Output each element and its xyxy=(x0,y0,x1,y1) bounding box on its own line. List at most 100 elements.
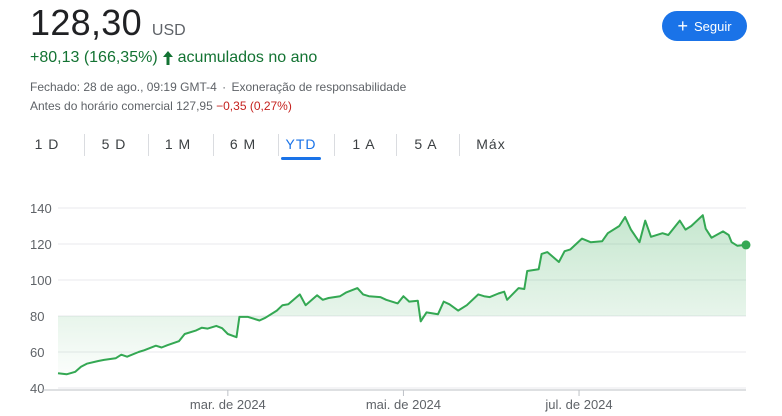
data-point xyxy=(523,288,525,290)
data-point xyxy=(276,310,278,312)
data-point xyxy=(564,250,566,252)
data-point xyxy=(339,295,341,297)
premarket-info: Antes do horário comercial 127,95 −0,35 … xyxy=(30,99,292,113)
data-point xyxy=(558,261,560,263)
y-tick-label: 40 xyxy=(30,381,44,396)
data-point xyxy=(215,325,217,327)
data-point xyxy=(685,229,687,231)
tab-divider xyxy=(148,134,149,156)
data-point xyxy=(287,303,289,305)
follow-button[interactable]: + Seguir xyxy=(662,11,747,41)
data-point xyxy=(722,230,724,232)
data-point xyxy=(120,354,122,356)
disclaimer-link[interactable]: Exoneração de responsabilidade xyxy=(231,80,407,94)
data-point xyxy=(526,270,528,272)
tab-1d[interactable]: 1 D xyxy=(34,136,60,152)
price-chart[interactable]: 40 60 80 100 120 140 mar. de 2024 mai. de 2024 j… xyxy=(0,180,782,416)
data-point xyxy=(201,327,203,329)
data-point xyxy=(448,303,450,305)
currency-label: USD xyxy=(151,22,186,39)
data-point xyxy=(667,234,669,236)
premarket-price: 127,95 xyxy=(176,99,213,113)
data-point xyxy=(238,316,240,318)
data-point xyxy=(728,234,730,236)
data-point xyxy=(425,311,427,313)
data-point xyxy=(638,241,640,243)
data-point xyxy=(178,340,180,342)
data-point xyxy=(546,251,548,253)
data-point xyxy=(322,299,324,301)
data-point xyxy=(437,313,439,315)
y-tick-label: 80 xyxy=(30,309,44,324)
data-point xyxy=(161,347,163,349)
data-point xyxy=(80,366,82,368)
last-price-dot xyxy=(741,240,751,250)
tab-5a[interactable]: 5 A xyxy=(414,136,438,152)
data-point xyxy=(247,316,249,318)
tab-5d[interactable]: 5 D xyxy=(101,136,127,152)
data-point xyxy=(259,320,261,322)
data-point xyxy=(328,297,330,299)
premarket-change: −0,35 (0,27%) xyxy=(216,99,292,113)
tab-divider xyxy=(459,134,460,156)
data-point xyxy=(644,220,646,222)
data-point xyxy=(74,371,76,373)
data-point xyxy=(618,225,620,227)
x-tick-label: jul. de 2024 xyxy=(544,397,612,412)
data-point xyxy=(362,293,364,295)
data-point xyxy=(690,225,692,227)
ytd-change: +80,13 (166,35%) acumulados no ano xyxy=(30,49,317,67)
data-point xyxy=(497,293,499,295)
data-point xyxy=(630,229,632,231)
data-point xyxy=(569,248,571,250)
change-suffix: acumulados no ano xyxy=(177,49,318,66)
data-point xyxy=(483,295,485,297)
data-point xyxy=(705,228,707,230)
data-point xyxy=(235,336,237,338)
closed-text: Fechado: 28 de ago., 09:19 GMT-4 xyxy=(30,80,217,94)
tab-1a[interactable]: 1 A xyxy=(352,136,376,152)
data-point xyxy=(66,373,68,375)
data-point xyxy=(477,293,479,295)
data-point xyxy=(103,359,105,361)
price-line xyxy=(57,214,747,376)
follow-button-label: Seguir xyxy=(693,18,732,34)
data-point xyxy=(166,344,168,346)
tab-ytd[interactable]: YTD xyxy=(281,130,321,160)
data-point xyxy=(541,253,543,255)
data-point xyxy=(503,291,505,293)
data-point xyxy=(650,236,652,238)
data-point xyxy=(601,240,603,242)
data-point xyxy=(736,245,738,247)
data-point xyxy=(710,237,712,239)
data-point xyxy=(420,320,422,322)
data-point xyxy=(457,310,459,312)
data-point xyxy=(115,357,117,359)
data-point xyxy=(305,304,307,306)
y-tick-label: 140 xyxy=(30,201,52,216)
data-point xyxy=(385,299,387,301)
tab-6m[interactable]: 6 M xyxy=(229,136,257,152)
tab-max[interactable]: Máx xyxy=(476,136,506,152)
data-point xyxy=(195,329,197,331)
price-area xyxy=(58,215,746,375)
data-point xyxy=(368,295,370,297)
data-point xyxy=(126,356,128,358)
data-point xyxy=(402,295,404,297)
premarket-label: Antes do horário comercial xyxy=(30,99,173,113)
tab-1m[interactable]: 1 M xyxy=(164,136,192,152)
data-point xyxy=(138,351,140,353)
separator-dot: · xyxy=(222,80,227,94)
plus-icon: + xyxy=(677,16,688,36)
data-point xyxy=(379,296,381,298)
data-point xyxy=(282,304,284,306)
tab-divider xyxy=(213,134,214,156)
tab-divider xyxy=(84,134,85,156)
data-point xyxy=(731,241,733,243)
data-point xyxy=(702,214,704,216)
price-header: 128,30 USD xyxy=(30,2,186,44)
arrow-up-icon xyxy=(162,50,174,66)
data-point xyxy=(443,301,445,303)
market-status: Fechado: 28 de ago., 09:19 GMT-4 · Exone… xyxy=(30,80,406,94)
data-point xyxy=(662,232,664,234)
